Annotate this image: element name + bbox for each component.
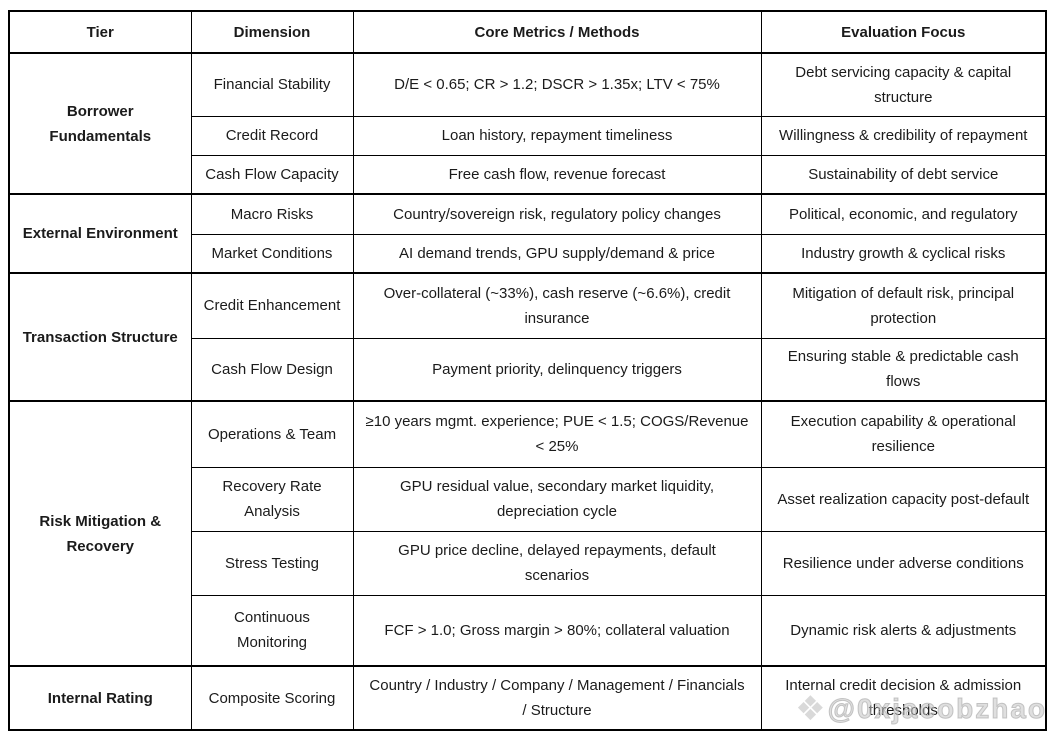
focus-cell: Mitigation of default risk, principal pr… [760, 272, 1047, 339]
table-row: Transaction Structure Credit Enhancement… [8, 272, 1047, 402]
dimension-cell: Macro Risks [190, 193, 354, 235]
dimension-cell: Recovery Rate Analysis [190, 466, 354, 532]
col-header-tier: Tier [8, 10, 192, 54]
metrics-cell: GPU residual value, secondary market liq… [352, 466, 762, 532]
metrics-cell: AI demand trends, GPU supply/demand & pr… [352, 233, 762, 274]
col-header-focus: Evaluation Focus [760, 10, 1047, 54]
focus-cell: Internal credit decision & admission thr… [760, 665, 1047, 731]
dimension-cell: Credit Record [190, 115, 354, 156]
tier-group-risk-mitigation-recovery: Risk Mitigation & Recovery Operations & … [8, 400, 1047, 667]
table-row: External Environment Macro Risks Country… [8, 193, 1047, 274]
focus-cell: Execution capability & operational resil… [760, 400, 1047, 468]
focus-cell: Resilience under adverse conditions [760, 530, 1047, 596]
table-row: Cash Flow Design Payment priority, delin… [9, 337, 1047, 402]
dimension-cell: Composite Scoring [190, 665, 354, 731]
metrics-cell: Country/sovereign risk, regulatory polic… [352, 193, 762, 235]
tier-group-external-environment: External Environment Macro Risks Country… [8, 193, 1047, 274]
focus-cell: Debt servicing capacity & capital struct… [760, 52, 1047, 117]
table-row: Market Conditions AI demand trends, GPU … [9, 233, 1047, 274]
col-header-metrics: Core Metrics / Methods [352, 10, 762, 54]
metrics-cell: Over-collateral (~33%), cash reserve (~6… [352, 272, 762, 339]
tier-cell: Borrower Fundamentals [8, 52, 192, 195]
focus-cell: Willingness & credibility of repayment [760, 115, 1047, 156]
focus-cell: Ensuring stable & predictable cash flows [760, 337, 1047, 402]
metrics-cell: GPU price decline, delayed repayments, d… [352, 530, 762, 596]
dimension-cell: Cash Flow Capacity [190, 154, 354, 195]
metrics-cell: Free cash flow, revenue forecast [352, 154, 762, 195]
dimension-cell: Continuous Monitoring [190, 594, 354, 667]
metrics-cell: FCF > 1.0; Gross margin > 80%; collatera… [352, 594, 762, 667]
tier-cell: Transaction Structure [8, 272, 192, 402]
tier-group-internal-rating: Internal Rating Composite Scoring Countr… [8, 665, 1047, 731]
col-header-dimension: Dimension [190, 10, 354, 54]
table-row: Credit Record Loan history, repayment ti… [9, 115, 1047, 156]
metrics-cell: D/E < 0.65; CR > 1.2; DSCR > 1.35x; LTV … [352, 52, 762, 117]
tier-cell: External Environment [8, 193, 192, 274]
tier-group-transaction-structure: Transaction Structure Credit Enhancement… [8, 272, 1047, 402]
table-row: Risk Mitigation & Recovery Operations & … [8, 400, 1047, 667]
metrics-cell: Loan history, repayment timeliness [352, 115, 762, 156]
table-header-row: Tier Dimension Core Metrics / Methods Ev… [8, 10, 1047, 54]
dimension-cell: Operations & Team [190, 400, 354, 468]
metrics-cell: ≥10 years mgmt. experience; PUE < 1.5; C… [352, 400, 762, 468]
focus-cell: Dynamic risk alerts & adjustments [760, 594, 1047, 667]
table-row: Cash Flow Capacity Free cash flow, reven… [9, 154, 1047, 195]
focus-cell: Asset realization capacity post-default [760, 466, 1047, 532]
tier-cell: Internal Rating [8, 665, 192, 731]
dimension-cell: Cash Flow Design [190, 337, 354, 402]
credit-framework-table: Tier Dimension Core Metrics / Methods Ev… [8, 10, 1047, 731]
tier-cell: Risk Mitigation & Recovery [8, 400, 192, 667]
focus-cell: Sustainability of debt service [760, 154, 1047, 195]
table-row: Borrower Fundamentals Financial Stabilit… [8, 52, 1047, 195]
table-row: Internal Rating Composite Scoring Countr… [8, 665, 1047, 731]
focus-cell: Industry growth & cyclical risks [760, 233, 1047, 274]
focus-cell: Political, economic, and regulatory [760, 193, 1047, 235]
dimension-cell: Market Conditions [190, 233, 354, 274]
dimension-cell: Financial Stability [190, 52, 354, 117]
dimension-cell: Stress Testing [190, 530, 354, 596]
tier-group-borrower-fundamentals: Borrower Fundamentals Financial Stabilit… [8, 52, 1047, 195]
metrics-cell: Payment priority, delinquency triggers [352, 337, 762, 402]
metrics-cell: Country / Industry / Company / Managemen… [352, 665, 762, 731]
table-row: Stress Testing GPU price decline, delaye… [9, 530, 1047, 596]
dimension-cell: Credit Enhancement [190, 272, 354, 339]
